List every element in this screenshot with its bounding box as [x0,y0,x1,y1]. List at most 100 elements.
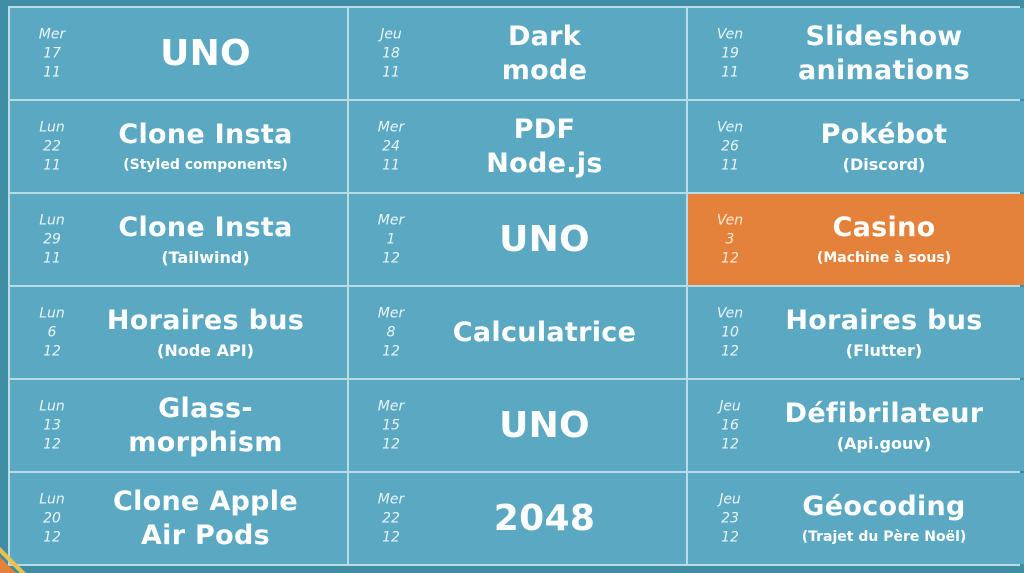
date-month: 12 [721,529,739,545]
schedule-cell: Mer 17 11 UNO [10,8,347,99]
schedule-cell: Jeu 16 12 Défibrilateur (Api.gouv) [688,380,1024,471]
schedule-cell: Lun 22 11 Clone Insta (Styled components) [10,101,347,192]
date-day: Mer [377,491,405,507]
date-day: Ven [716,305,744,321]
session-date: Mer 8 12 [371,304,411,361]
schedule-cell: Mer 24 11 PDF Node.js [349,101,686,192]
corner-decoration [0,547,26,573]
date-num: 13 [43,417,61,433]
date-month: 12 [43,436,61,452]
schedule-cell: Lun 6 12 Horaires bus (Node API) [10,287,347,378]
session-content: Casino (Machine à sous) [752,194,1016,285]
session-subtitle: (Styled components) [123,156,288,173]
date-month: 12 [43,529,61,545]
session-content: Glass- morphism [74,380,337,471]
date-num: 24 [382,138,400,154]
schedule-cell: Jeu 23 12 Géocoding (Trajet du Père Noël) [688,473,1024,564]
session-date: Jeu 23 12 [710,490,750,547]
date-day: Ven [716,26,744,42]
schedule-grid: Mer 17 11 UNO Jeu 18 11 Dark mode Ven 19 11 Slidesh… [8,6,1024,566]
date-month: 12 [382,436,400,452]
session-title: Géocoding [802,490,966,522]
session-content: UNO [74,8,337,99]
date-num: 22 [382,510,400,526]
session-content: Clone Apple Air Pods [74,473,337,564]
schedule-cell: Ven 10 12 Horaires bus (Flutter) [688,287,1024,378]
session-content: Horaires bus (Flutter) [752,287,1016,378]
date-day: Lun [39,119,65,135]
date-num: 16 [721,417,739,433]
session-subtitle: (Node API) [157,340,254,360]
session-date: Jeu 16 12 [710,397,750,454]
session-date: Mer 1 12 [371,211,411,268]
date-month: 11 [43,64,61,80]
session-date: Lun 29 11 [32,211,72,268]
date-month: 12 [721,250,739,266]
session-content: PDF Node.js [413,101,676,192]
schedule-cell: Ven 26 11 Pokébot (Discord) [688,101,1024,192]
date-day: Mer [377,119,405,135]
schedule-cell: Jeu 18 11 Dark mode [349,8,686,99]
date-day: Mer [377,212,405,228]
date-month: 12 [721,436,739,452]
session-subtitle: (Tailwind) [161,247,250,267]
date-num: 8 [386,324,396,340]
date-num: 10 [721,324,739,340]
session-title: Dark mode [501,20,588,86]
session-title: Calculatrice [452,316,637,348]
session-title: UNO [499,404,590,446]
date-num: 19 [721,45,739,61]
date-day: Lun [39,491,65,507]
schedule-cell: Ven 3 12 Casino (Machine à sous) [688,194,1024,285]
schedule-cell: Mer 1 12 UNO [349,194,686,285]
session-title: Pokébot [820,118,948,150]
date-month: 12 [721,343,739,359]
session-title: Horaires bus [106,304,305,336]
session-subtitle: (Machine à sous) [816,249,952,266]
session-content: Calculatrice [413,287,676,378]
session-title: Slideshow animations [797,20,971,86]
session-date: Ven 19 11 [710,25,750,82]
session-title: UNO [160,32,251,74]
date-day: Jeu [380,26,402,42]
session-date: Mer 15 12 [371,397,411,454]
session-content: UNO [413,380,676,471]
date-num: 29 [43,231,61,247]
date-num: 23 [721,510,739,526]
date-month: 12 [382,529,400,545]
session-content: Défibrilateur (Api.gouv) [752,380,1016,471]
session-title: Clone Apple Air Pods [113,485,298,551]
session-title: Clone Insta [118,211,293,243]
session-date: Jeu 18 11 [371,25,411,82]
session-date: Lun 20 12 [32,490,72,547]
session-date: Lun 6 12 [32,304,72,361]
date-num: 26 [721,138,739,154]
date-month: 11 [43,250,61,266]
session-date: Lun 13 12 [32,397,72,454]
schedule-cell: Mer 22 12 2048 [349,473,686,564]
session-date: Mer 22 12 [371,490,411,547]
date-day: Lun [39,212,65,228]
schedule-cell: Lun 29 11 Clone Insta (Tailwind) [10,194,347,285]
date-day: Jeu [719,398,741,414]
schedule-cell: Lun 13 12 Glass- morphism [10,380,347,471]
session-content: Clone Insta (Styled components) [74,101,337,192]
session-date: Ven 26 11 [710,118,750,175]
schedule-cell: Lun 20 12 Clone Apple Air Pods [10,473,347,564]
date-day: Jeu [719,491,741,507]
session-content: UNO [413,194,676,285]
date-num: 15 [382,417,400,433]
session-title: UNO [499,218,590,260]
session-title: 2048 [493,497,596,539]
session-title: Glass- morphism [128,392,283,458]
date-num: 6 [47,324,57,340]
session-title: PDF Node.js [486,113,603,179]
date-day: Mer [38,26,66,42]
session-content: Horaires bus (Node API) [74,287,337,378]
date-month: 12 [382,250,400,266]
session-subtitle: (Discord) [842,154,926,174]
schedule-cell: Mer 15 12 UNO [349,380,686,471]
session-subtitle: (Flutter) [845,340,923,360]
date-month: 11 [721,64,739,80]
session-subtitle: (Api.gouv) [836,433,932,453]
